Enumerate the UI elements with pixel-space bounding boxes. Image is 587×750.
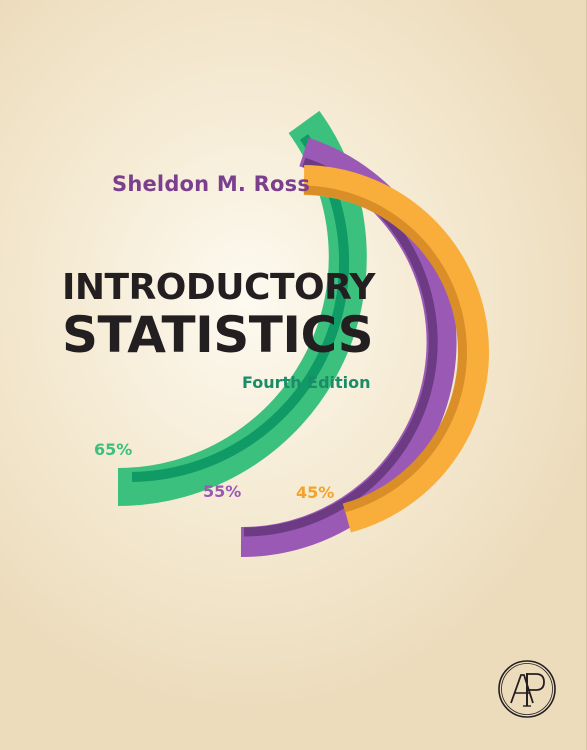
academic-press-logo-icon xyxy=(498,660,556,718)
ring-green-inner-shadow xyxy=(131,134,350,482)
percent-label-45: 45% xyxy=(296,483,335,502)
edition-label: Fourth Edition xyxy=(242,373,371,392)
percent-label-65: 65% xyxy=(94,440,133,459)
title-line-2: STATISTICS xyxy=(62,306,374,364)
author-name: Sheldon M. Ross xyxy=(112,172,311,196)
ring-orange-inner-shadow xyxy=(303,185,467,513)
percent-label-55: 55% xyxy=(203,482,242,501)
title-line-1: INTRODUCTORY xyxy=(62,267,375,308)
ring-orange-45 xyxy=(303,165,490,533)
